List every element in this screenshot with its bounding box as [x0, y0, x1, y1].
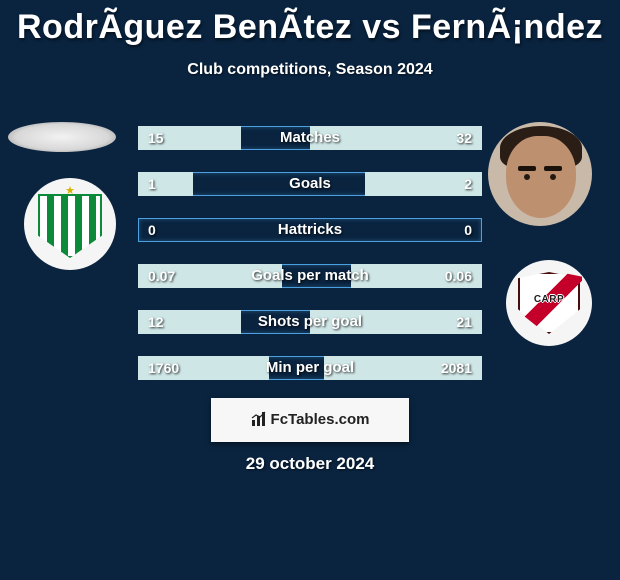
page-title: RodrÃ­guez BenÃ­tez vs FernÃ¡ndez	[0, 0, 620, 47]
stat-row: 00Hattricks	[138, 218, 482, 242]
stat-label: Shots per goal	[138, 310, 482, 334]
stat-label: Hattricks	[138, 218, 482, 242]
club-logo-left: ★	[24, 178, 116, 270]
club-right-initials: CARP	[506, 294, 592, 305]
stat-row: 0.070.06Goals per match	[138, 264, 482, 288]
date-text: 29 october 2024	[0, 454, 620, 474]
stat-label: Min per goal	[138, 356, 482, 380]
stat-label: Goals per match	[138, 264, 482, 288]
stat-row: 17602081Min per goal	[138, 356, 482, 380]
chart-icon	[251, 399, 267, 443]
subtitle: Club competitions, Season 2024	[0, 61, 620, 79]
stat-row: 1532Matches	[138, 126, 482, 150]
club-logo-right: CARP	[506, 260, 592, 346]
stat-row: 12Goals	[138, 172, 482, 196]
stat-row: 1221Shots per goal	[138, 310, 482, 334]
stats-container: 1532Matches 12Goals 00Hattricks 0.070.06Goa…	[138, 126, 482, 402]
brand-text: FcTables.com	[271, 411, 370, 428]
brand-box[interactable]: FcTables.com	[211, 398, 409, 442]
player-right-avatar	[488, 122, 592, 226]
player-left-avatar	[8, 122, 116, 152]
stat-label: Goals	[138, 172, 482, 196]
stat-label: Matches	[138, 126, 482, 150]
